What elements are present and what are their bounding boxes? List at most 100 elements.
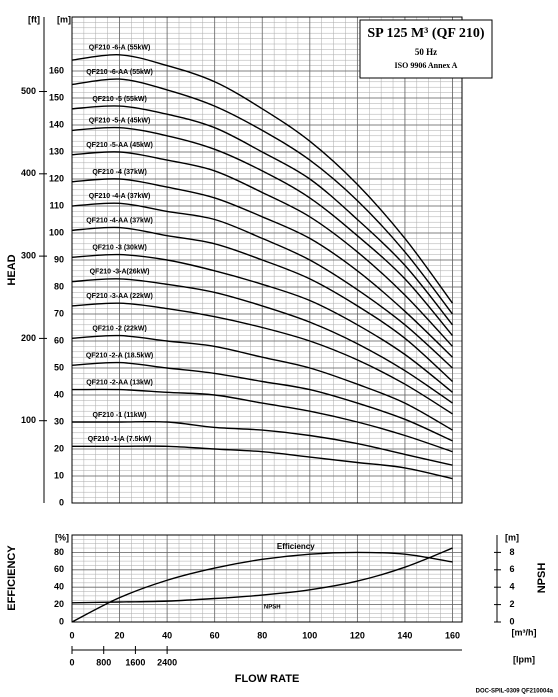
annotation: ISO 9906 Annex A [395, 61, 458, 70]
x2-tick-label: 1600 [125, 657, 145, 667]
y2-tick-label: 100 [21, 415, 36, 425]
curve [71, 334, 453, 431]
y-tick-label: 100 [49, 227, 64, 237]
series-label: QF210 -3-AA (22kW) [86, 293, 153, 300]
x-tick-label: 80 [257, 630, 267, 640]
curve [71, 302, 453, 415]
y2-tick-label: 300 [21, 250, 36, 260]
x-tick-label: 40 [162, 630, 172, 640]
y-tick-label: 80 [54, 281, 64, 291]
series-label: QF210 -3 (30kW) [92, 244, 146, 251]
y2-tick-label: 6 [509, 564, 514, 574]
curve [71, 105, 454, 326]
y-tick-label: 130 [49, 146, 64, 156]
y-tick-label: 80 [54, 547, 64, 557]
y2-tick-label: 4 [509, 582, 514, 592]
title-box [359, 19, 493, 79]
x-tick-label: 160 [445, 630, 460, 640]
y-unit: [m] [57, 14, 71, 24]
series-label: QF210 -3-A(26kW) [90, 269, 150, 276]
series-label: QF210 -1-A (7.5kW) [88, 436, 152, 443]
y-tick-label: 10 [54, 470, 64, 480]
series-label: NPSH [264, 605, 281, 611]
y-tick-label: 60 [54, 564, 64, 574]
series-label: QF210 -6-A (55kW) [89, 45, 151, 52]
x-unit: [m³/h] [512, 627, 537, 637]
efficiency-label: EFFICIENCY [6, 545, 18, 611]
curve [71, 54, 454, 304]
x-tick-label: 120 [350, 630, 365, 640]
curve [71, 178, 453, 358]
x2-tick-label: 800 [96, 657, 111, 667]
y-tick-label: 40 [54, 582, 64, 592]
y-tick-label: 60 [54, 335, 64, 345]
curve [71, 151, 454, 347]
series-label: QF210 -2-AA (13kW) [86, 379, 153, 386]
y-tick-label: 110 [49, 200, 64, 210]
series-label: QF210 -2-A (18.5kW) [86, 352, 153, 359]
y-tick-label: 150 [49, 92, 64, 102]
curve [71, 126, 454, 337]
curve [71, 551, 453, 623]
y2-tick-label: 8 [509, 547, 514, 557]
x2-tick-label: 0 [69, 657, 74, 667]
series-label: QF210 -5-AA (45kW) [86, 142, 153, 149]
series-label: QF210 -1 (11kW) [93, 412, 147, 419]
curve [71, 202, 453, 369]
npsh-label: NPSH [536, 563, 548, 594]
y-tick-label: 140 [49, 119, 64, 129]
series-label: Efficiency [277, 542, 315, 551]
curve [71, 420, 453, 466]
y-tick-label: 160 [49, 65, 64, 75]
y2-tick-label: 500 [21, 86, 36, 96]
y-tick-label: 90 [54, 254, 64, 264]
y-tick-label: 20 [54, 443, 64, 453]
curve [71, 547, 453, 604]
y-tick-label: 0 [59, 497, 64, 507]
curve [71, 253, 453, 393]
x2-tick-label: 2400 [157, 657, 177, 667]
series-label: QF210 -5 (55kW) [92, 96, 146, 103]
y-tick-label: 20 [54, 599, 64, 609]
y2-tick-label: 0 [509, 616, 514, 626]
plot-border [71, 534, 463, 623]
y-tick-label: 0 [59, 616, 64, 626]
series-label: QF210 -4-A (37kW) [89, 193, 151, 200]
series-label: QF210 -6-AA (55kW) [86, 69, 153, 76]
y2-tick-label: 2 [509, 599, 514, 609]
y-label: HEAD [6, 254, 18, 285]
series-label: QF210 -4 (37kW) [92, 169, 146, 176]
y2-tick-label: 200 [21, 333, 36, 343]
x-tick-label: 140 [397, 630, 412, 640]
curve [71, 445, 453, 480]
y-tick-label: 30 [54, 416, 64, 426]
footer: DOC-SPIL-0309 QF210004a [476, 689, 554, 695]
series-label: QF210 -5-A (45kW) [89, 118, 151, 125]
x2-unit: [lpm] [513, 654, 535, 664]
curve [71, 78, 454, 315]
chart-title: SP 125 M³ (QF 210) [367, 26, 485, 41]
plot-border [71, 16, 463, 504]
x-tick-label: 0 [69, 630, 74, 640]
y-tick-label: 70 [54, 308, 64, 318]
y-unit: [%] [55, 532, 69, 542]
curve [71, 388, 453, 453]
x-tick-label: 100 [302, 630, 317, 640]
y2-unit: [ft] [28, 14, 40, 24]
y-tick-label: 50 [54, 362, 64, 372]
y-tick-label: 40 [54, 389, 64, 399]
y2-tick-label: 400 [21, 168, 36, 178]
y2-unit: [m] [505, 532, 519, 542]
series-label: QF210 -2 (22kW) [92, 325, 146, 332]
subtitle: 50 Hz [415, 47, 437, 57]
y-tick-label: 120 [49, 173, 64, 183]
curve [71, 278, 453, 404]
x-label: FLOW RATE [235, 673, 300, 685]
curve [71, 361, 453, 442]
curve [71, 226, 453, 383]
series-label: QF210 -4-AA (37kW) [86, 217, 153, 224]
x-tick-label: 60 [210, 630, 220, 640]
x-tick-label: 20 [115, 630, 125, 640]
